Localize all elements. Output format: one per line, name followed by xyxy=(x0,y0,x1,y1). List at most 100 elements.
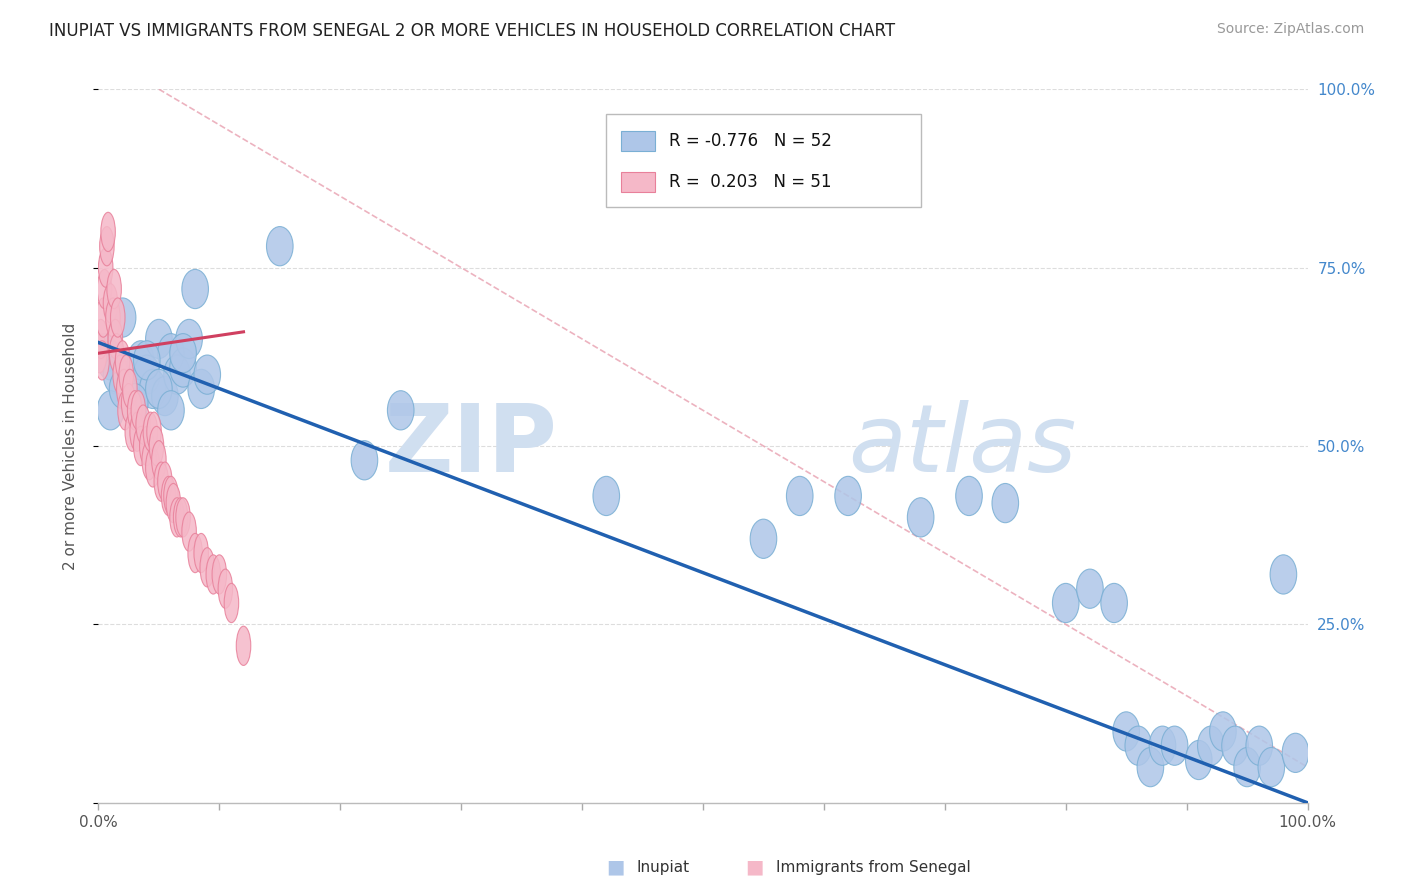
Ellipse shape xyxy=(224,583,239,623)
Ellipse shape xyxy=(1282,733,1309,772)
Ellipse shape xyxy=(121,384,136,423)
Ellipse shape xyxy=(134,426,148,466)
Ellipse shape xyxy=(166,483,180,523)
Ellipse shape xyxy=(194,355,221,394)
Ellipse shape xyxy=(1185,740,1212,780)
Bar xyxy=(621,131,655,152)
Ellipse shape xyxy=(1209,712,1236,751)
Ellipse shape xyxy=(155,462,169,501)
Ellipse shape xyxy=(236,626,250,665)
Text: Inupiat: Inupiat xyxy=(637,860,689,874)
Ellipse shape xyxy=(121,384,148,423)
Ellipse shape xyxy=(103,355,129,394)
Ellipse shape xyxy=(1234,747,1260,787)
Ellipse shape xyxy=(98,248,112,287)
Ellipse shape xyxy=(120,355,134,394)
Y-axis label: 2 or more Vehicles in Household: 2 or more Vehicles in Household xyxy=(63,322,77,570)
Ellipse shape xyxy=(1137,747,1164,787)
Ellipse shape xyxy=(170,334,197,373)
Ellipse shape xyxy=(129,412,145,451)
Ellipse shape xyxy=(194,533,208,573)
Ellipse shape xyxy=(170,498,184,537)
Ellipse shape xyxy=(157,462,172,501)
Ellipse shape xyxy=(146,369,172,409)
Ellipse shape xyxy=(157,391,184,430)
FancyBboxPatch shape xyxy=(606,114,921,207)
Ellipse shape xyxy=(93,334,107,373)
Ellipse shape xyxy=(134,355,160,394)
Ellipse shape xyxy=(593,476,620,516)
Ellipse shape xyxy=(1270,555,1296,594)
Text: R =  0.203   N = 51: R = 0.203 N = 51 xyxy=(669,173,831,191)
Ellipse shape xyxy=(107,269,121,309)
Ellipse shape xyxy=(188,533,202,573)
Ellipse shape xyxy=(103,284,118,323)
Ellipse shape xyxy=(162,476,176,516)
Ellipse shape xyxy=(146,448,160,487)
Ellipse shape xyxy=(131,391,146,430)
Ellipse shape xyxy=(176,498,190,537)
Ellipse shape xyxy=(121,384,148,423)
Text: ■: ■ xyxy=(606,857,624,877)
Ellipse shape xyxy=(1077,569,1104,608)
Text: Immigrants from Senegal: Immigrants from Senegal xyxy=(776,860,970,874)
Text: R = -0.776   N = 52: R = -0.776 N = 52 xyxy=(669,132,832,150)
Ellipse shape xyxy=(1101,583,1128,623)
Text: Source: ZipAtlas.com: Source: ZipAtlas.com xyxy=(1216,22,1364,37)
Ellipse shape xyxy=(115,369,142,409)
Ellipse shape xyxy=(170,348,197,387)
Ellipse shape xyxy=(110,298,136,337)
Ellipse shape xyxy=(388,391,413,430)
Ellipse shape xyxy=(122,369,138,409)
Ellipse shape xyxy=(134,341,160,380)
Ellipse shape xyxy=(152,441,166,480)
Ellipse shape xyxy=(1161,726,1188,765)
Ellipse shape xyxy=(173,498,188,537)
Ellipse shape xyxy=(91,334,118,373)
Ellipse shape xyxy=(100,227,114,266)
Ellipse shape xyxy=(1053,583,1078,623)
Ellipse shape xyxy=(112,355,128,394)
Ellipse shape xyxy=(956,476,983,516)
Ellipse shape xyxy=(96,298,111,337)
Ellipse shape xyxy=(97,391,124,430)
Bar xyxy=(621,172,655,192)
Ellipse shape xyxy=(97,269,111,309)
Ellipse shape xyxy=(157,334,184,373)
Ellipse shape xyxy=(1258,747,1285,787)
Ellipse shape xyxy=(128,391,142,430)
Ellipse shape xyxy=(181,269,208,309)
Ellipse shape xyxy=(110,334,124,373)
Ellipse shape xyxy=(136,405,150,444)
Ellipse shape xyxy=(200,548,215,587)
Ellipse shape xyxy=(142,441,156,480)
Ellipse shape xyxy=(125,412,139,451)
Ellipse shape xyxy=(97,341,124,380)
Text: atlas: atlas xyxy=(848,401,1077,491)
Ellipse shape xyxy=(1246,726,1272,765)
Ellipse shape xyxy=(146,319,172,359)
Ellipse shape xyxy=(993,483,1018,523)
Ellipse shape xyxy=(218,569,232,608)
Ellipse shape xyxy=(139,369,166,409)
Ellipse shape xyxy=(149,426,163,466)
Ellipse shape xyxy=(1222,726,1249,765)
Ellipse shape xyxy=(163,476,179,516)
Ellipse shape xyxy=(108,319,122,359)
Ellipse shape xyxy=(94,319,108,359)
Ellipse shape xyxy=(1149,726,1175,765)
Ellipse shape xyxy=(188,369,215,409)
Ellipse shape xyxy=(105,298,120,337)
Ellipse shape xyxy=(163,355,190,394)
Ellipse shape xyxy=(143,412,157,451)
Ellipse shape xyxy=(786,476,813,516)
Ellipse shape xyxy=(111,298,125,337)
Ellipse shape xyxy=(139,426,155,466)
Ellipse shape xyxy=(115,341,129,380)
Text: ZIP: ZIP xyxy=(385,400,558,492)
Ellipse shape xyxy=(1198,726,1225,765)
Ellipse shape xyxy=(110,369,136,409)
Text: INUPIAT VS IMMIGRANTS FROM SENEGAL 2 OR MORE VEHICLES IN HOUSEHOLD CORRELATION C: INUPIAT VS IMMIGRANTS FROM SENEGAL 2 OR … xyxy=(49,22,896,40)
Ellipse shape xyxy=(907,498,934,537)
Ellipse shape xyxy=(267,227,292,266)
